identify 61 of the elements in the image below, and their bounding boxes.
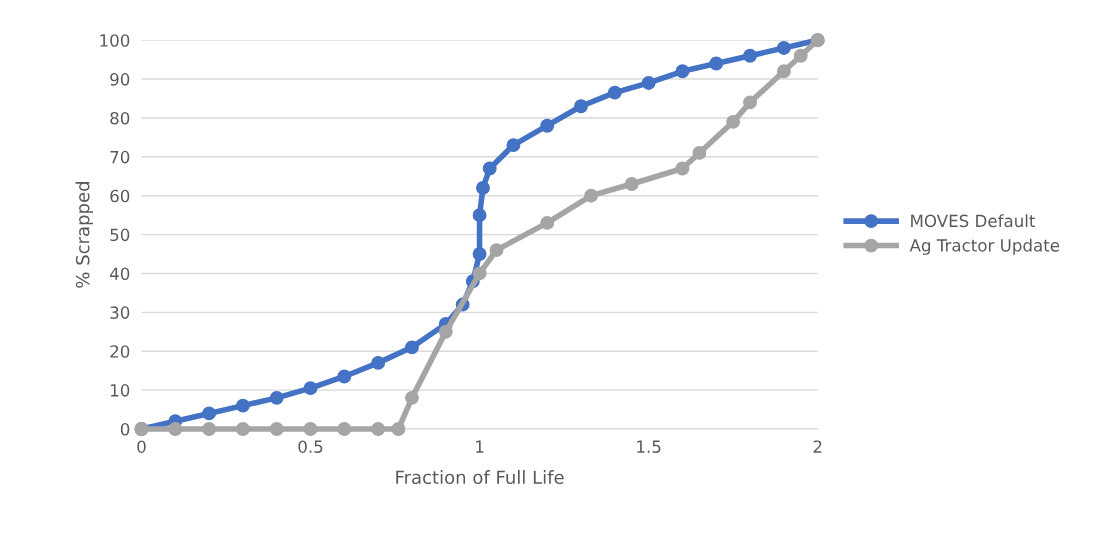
point	[371, 355, 386, 370]
legend-label: Ag Tractor Update	[909, 238, 1060, 255]
point	[202, 406, 217, 421]
point	[641, 76, 656, 90]
point	[303, 422, 318, 436]
point	[793, 48, 808, 63]
y-tick-label: 0	[120, 422, 130, 436]
point	[675, 161, 690, 176]
point	[235, 398, 250, 413]
x-axis-title: Fraction of Full Life	[396, 470, 564, 485]
point	[168, 422, 183, 436]
point	[489, 243, 504, 258]
point	[371, 422, 386, 436]
point	[269, 422, 284, 436]
point	[438, 324, 453, 339]
point	[709, 56, 724, 71]
point	[472, 247, 487, 261]
y-tick-label: 30	[110, 306, 130, 319]
y-axis-title: % Scrapped	[75, 182, 93, 288]
point	[202, 422, 217, 436]
y-tick-label: 60	[110, 189, 130, 203]
point	[472, 266, 487, 281]
legend-label: MOVES Default	[911, 214, 1036, 228]
x-tick-label: 1	[476, 440, 484, 453]
point	[337, 422, 352, 436]
point	[743, 48, 758, 63]
y-tick-label: 90	[110, 73, 130, 86]
point	[776, 64, 791, 79]
point	[506, 138, 521, 153]
point	[405, 390, 419, 405]
point	[482, 161, 497, 176]
y-tick-label: 70	[110, 150, 130, 164]
point	[726, 114, 741, 129]
point	[776, 41, 791, 55]
point	[405, 340, 419, 355]
point	[235, 422, 250, 436]
x-tick-label: 0.5	[298, 440, 323, 453]
point	[337, 369, 352, 384]
point	[303, 381, 318, 396]
point	[476, 180, 490, 195]
point	[584, 188, 599, 203]
x-tick-label: 1.5	[637, 440, 661, 453]
y-tick-label: 50	[110, 228, 130, 242]
point	[624, 177, 639, 191]
point	[540, 215, 555, 230]
point	[540, 118, 555, 133]
point	[607, 85, 622, 100]
point	[574, 99, 588, 114]
point	[269, 390, 284, 405]
y-tick-label: 100	[100, 34, 130, 47]
point	[743, 95, 758, 110]
y-tick-label: 40	[109, 267, 130, 281]
point	[472, 208, 487, 223]
y-tick-label: 20	[110, 345, 130, 358]
x-tick-label: 0	[137, 440, 146, 453]
y-tick-label: 80	[110, 111, 130, 125]
x-tick-label: 2	[813, 440, 822, 453]
point	[391, 422, 406, 436]
y-tick-label: 10	[110, 384, 130, 397]
point	[675, 64, 690, 79]
point	[692, 145, 707, 160]
